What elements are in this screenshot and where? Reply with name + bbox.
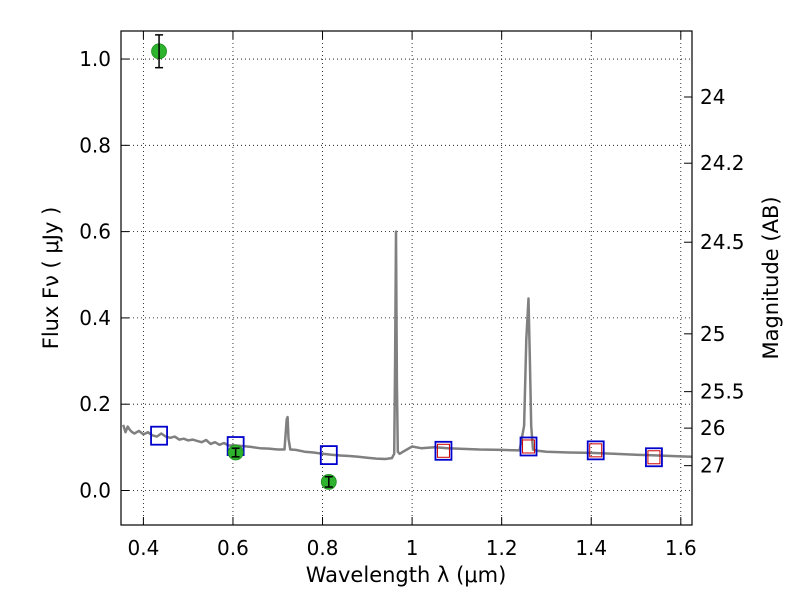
model-photometry-square bbox=[645, 447, 663, 468]
model-photometry-square bbox=[434, 440, 453, 461]
x-tick-label: 1.2 bbox=[486, 536, 518, 560]
mag-tick-label: 24 bbox=[700, 85, 725, 109]
mag-tick-label: 25.5 bbox=[700, 380, 745, 404]
x-axis-label: Wavelength λ (μm) bbox=[306, 563, 507, 587]
model-photometry-square bbox=[586, 440, 605, 461]
y-tick-label: 0.8 bbox=[79, 133, 111, 157]
y-tick-label: 0.6 bbox=[79, 220, 111, 244]
data-clip-group bbox=[122, 34, 692, 490]
x-tick-label: 0.4 bbox=[127, 536, 159, 560]
model-photometry-square bbox=[150, 425, 168, 446]
mag-tick-label: 27 bbox=[700, 454, 725, 478]
y-tick-label: 1.0 bbox=[79, 47, 111, 71]
x-tick-label: 1 bbox=[406, 536, 419, 560]
mag-tick-label: 24.5 bbox=[700, 230, 745, 254]
y2-axis-label: Magnitude (AB) bbox=[759, 196, 783, 359]
x-tick-label: 0.6 bbox=[217, 536, 249, 560]
y-tick-label: 0.0 bbox=[79, 478, 111, 502]
y-tick-label: 0.2 bbox=[79, 392, 111, 416]
x-tick-label: 0.8 bbox=[307, 536, 339, 560]
ticks: 0.4 0.6 0.8 1 1.2 1.4 1.6 0.0 0.2 0.4 0.6 0.8 1.0 24 2… bbox=[79, 31, 745, 560]
plot-frame bbox=[120, 30, 693, 526]
mag-tick-label: 24.2 bbox=[700, 151, 745, 175]
y-tick-label: 0.4 bbox=[79, 306, 111, 330]
ir-band-square bbox=[589, 443, 603, 458]
x-tick-label: 1.6 bbox=[665, 536, 697, 560]
mag-tick-label: 25 bbox=[700, 322, 725, 346]
mag-tick-label: 26 bbox=[700, 416, 725, 440]
ir-band-square bbox=[647, 450, 661, 465]
model-photometry-square bbox=[319, 445, 338, 466]
ir-band-square bbox=[522, 439, 536, 454]
ir-band-square bbox=[436, 443, 450, 458]
x-tick-label: 1.4 bbox=[575, 536, 607, 560]
model-photometry-square bbox=[519, 436, 538, 457]
y-axis-label: Flux Fν ( μJy ) bbox=[39, 207, 63, 350]
spectrum-line bbox=[122, 230, 692, 461]
data-layer bbox=[122, 34, 692, 490]
